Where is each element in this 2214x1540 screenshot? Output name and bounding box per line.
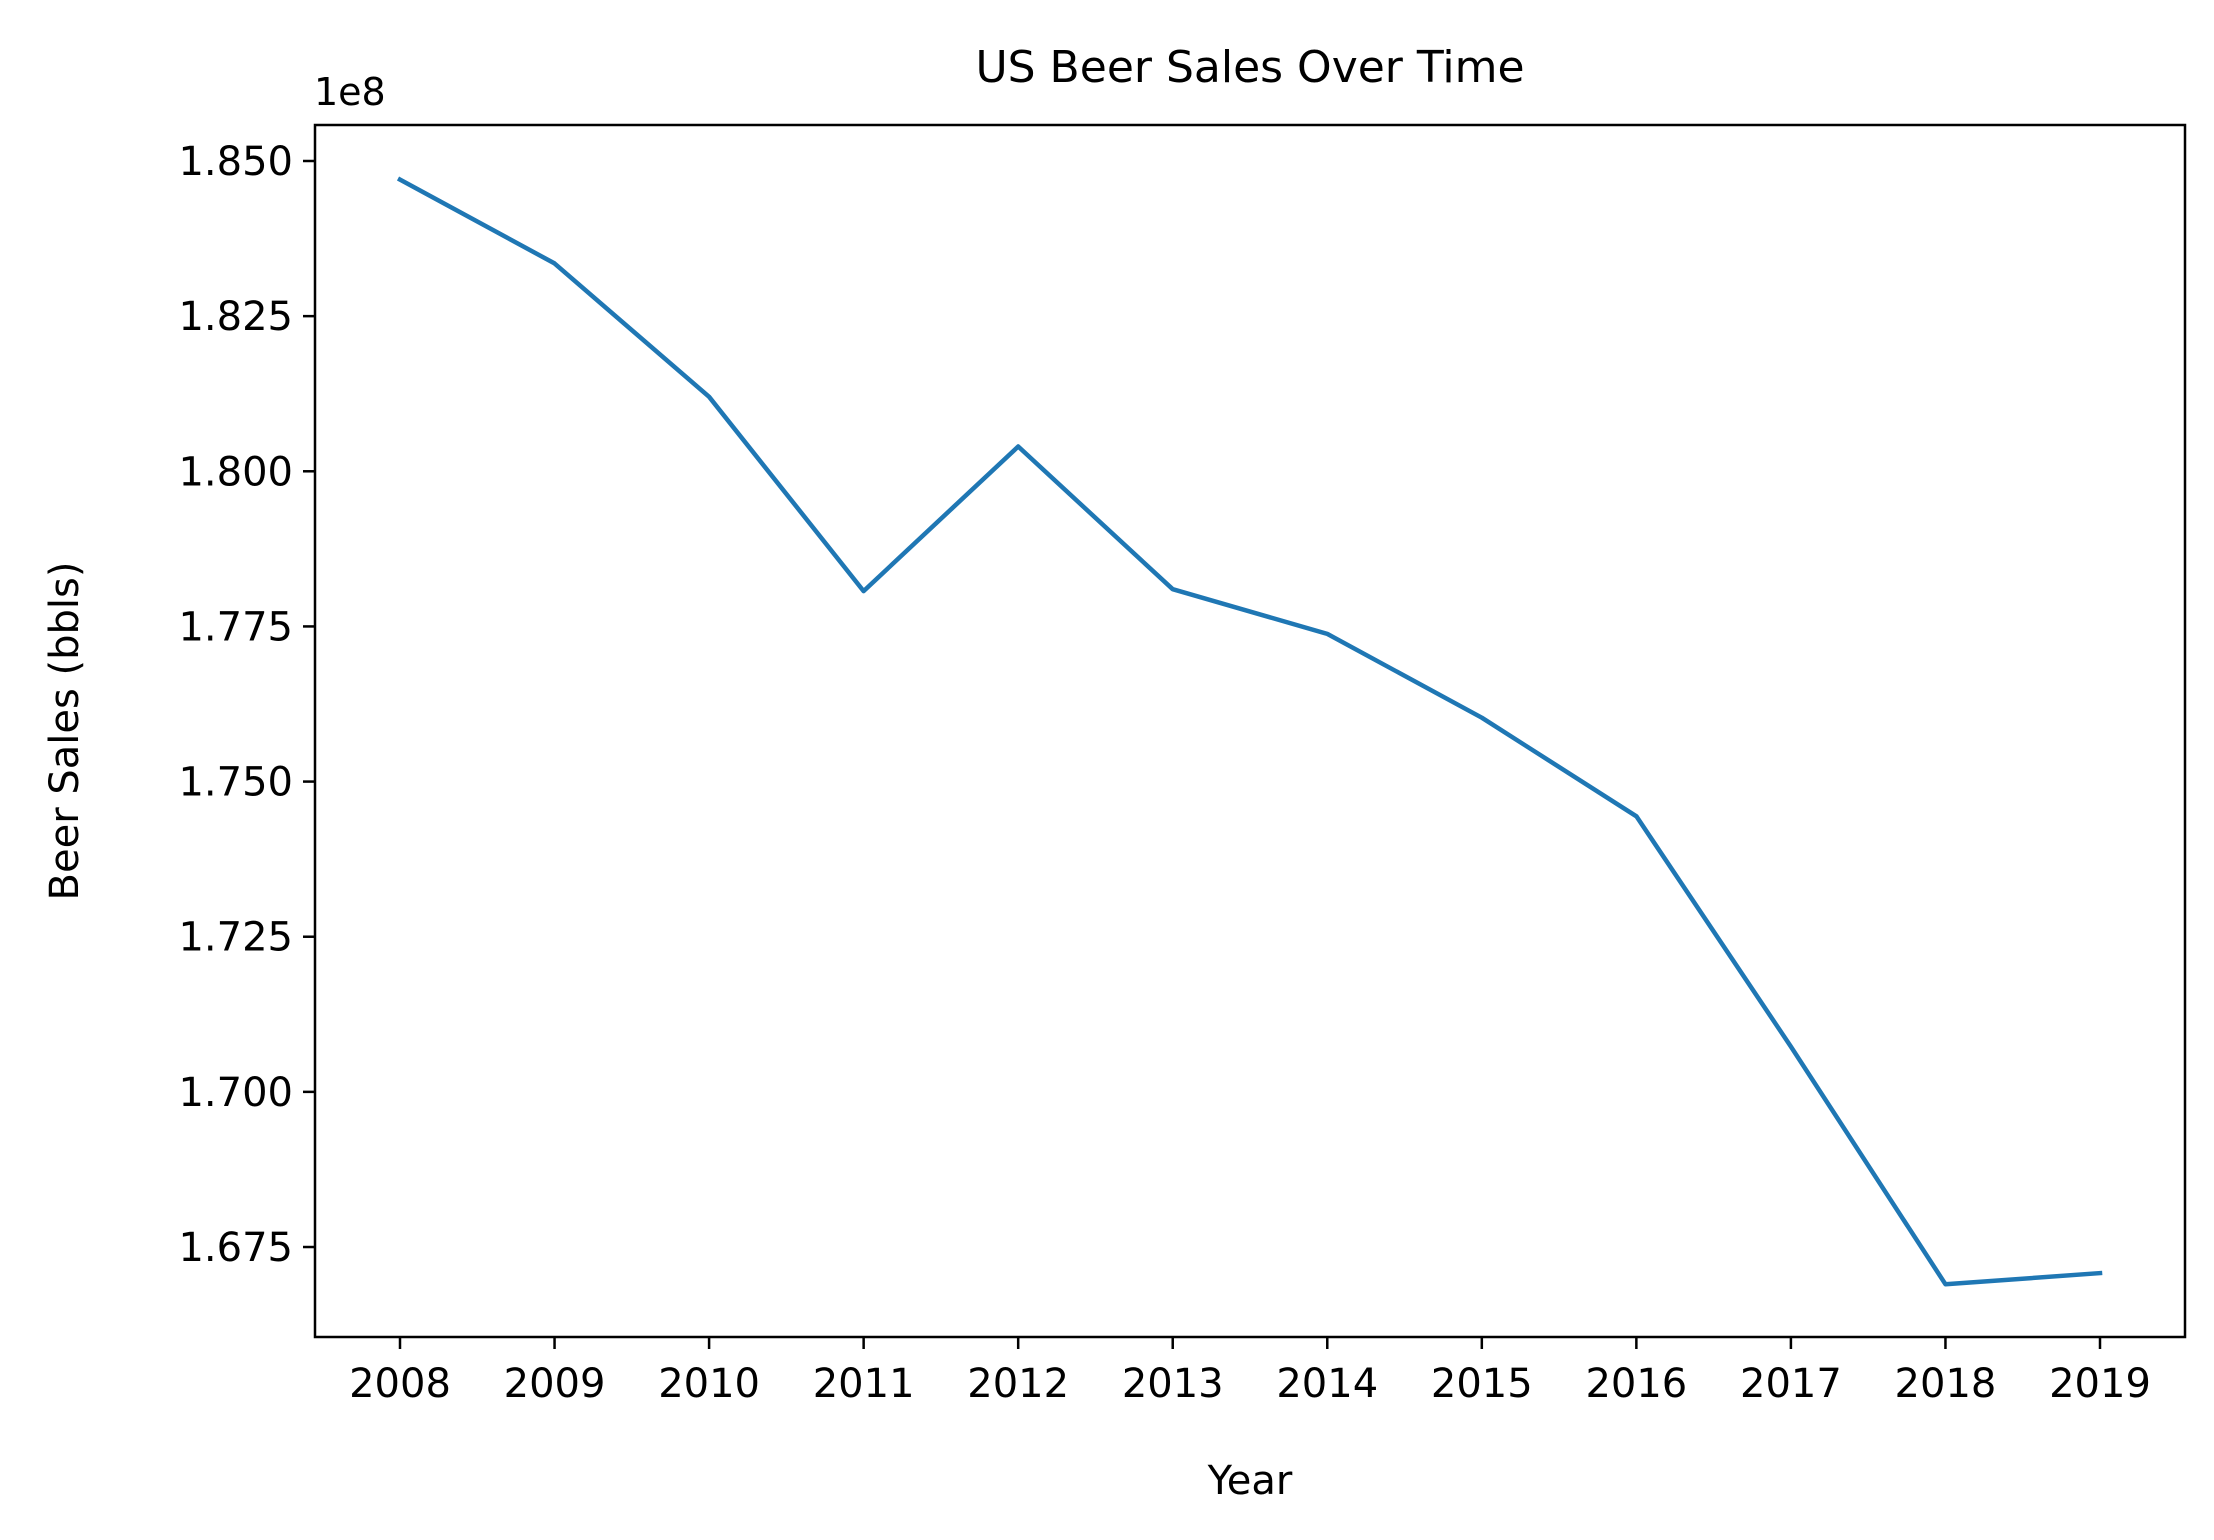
y-axis-ticks: 1.675 1.700 1.725 1.750 1.775 1.800 1.825 1.850 xyxy=(178,139,315,1271)
x-tick-label: 2014 xyxy=(1276,1361,1378,1407)
x-tick-label: 2008 xyxy=(349,1361,451,1407)
y-tick-label: 1.675 xyxy=(178,1225,293,1271)
x-tick-label: 2017 xyxy=(1740,1361,1842,1407)
x-tick-label: 2018 xyxy=(1895,1361,1997,1407)
x-axis-ticks: 2008 2009 2010 2011 2012 2013 2014 2015 2016 2017… xyxy=(349,1337,2151,1407)
y-tick-label: 1.800 xyxy=(178,449,293,495)
series-line-0 xyxy=(396,176,2103,1287)
y-tick-label: 1.825 xyxy=(178,294,293,340)
plot-area-frame xyxy=(313,123,2187,1339)
y-tick-label: 1.700 xyxy=(178,1070,293,1116)
x-tick-label: 2015 xyxy=(1431,1361,1533,1407)
y-tick-label: 1.725 xyxy=(178,915,293,961)
x-tick-label: 2011 xyxy=(813,1361,915,1407)
x-tick-label: 2019 xyxy=(2049,1361,2151,1407)
x-tick-label: 2010 xyxy=(658,1361,760,1407)
y-tick-label: 1.850 xyxy=(178,139,293,185)
y-tick-label: 1.775 xyxy=(178,604,293,650)
x-tick-label: 2013 xyxy=(1122,1361,1224,1407)
chart-title: US Beer Sales Over Time xyxy=(975,42,1524,93)
y-axis-label: Beer Sales (bbls) xyxy=(42,562,88,901)
series-layer xyxy=(396,176,2103,1287)
x-tick-label: 2009 xyxy=(504,1361,606,1407)
x-axis-label: Year xyxy=(1207,1458,1293,1504)
x-tick-label: 2012 xyxy=(967,1361,1069,1407)
y-axis-offset-label: 1e8 xyxy=(314,70,386,114)
y-tick-label: 1.750 xyxy=(178,760,293,806)
x-tick-label: 2016 xyxy=(1585,1361,1687,1407)
